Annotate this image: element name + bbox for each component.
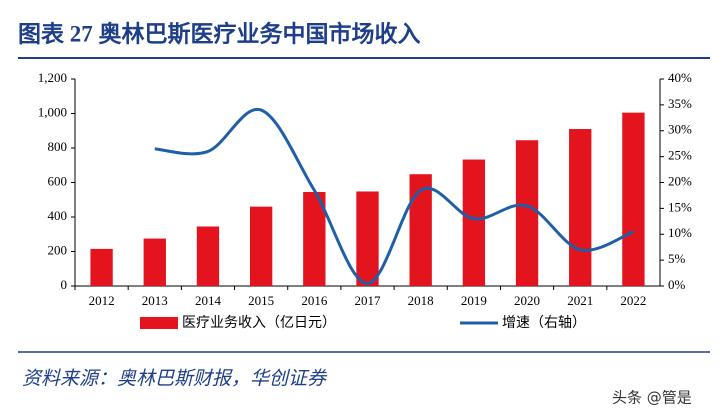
y2-tick-label: 30% — [668, 122, 692, 137]
y-tick-label: 600 — [48, 173, 68, 188]
x-tick-label: 2021 — [567, 293, 593, 308]
y2-tick-label: 5% — [668, 251, 686, 266]
bar — [249, 206, 273, 286]
x-tick-label: 2019 — [461, 293, 487, 308]
y-tick-label: 0 — [61, 277, 68, 292]
watermark: 头条 @管是 — [612, 389, 692, 407]
y-tick-label: 1,200 — [38, 70, 67, 85]
y-tick-label: 800 — [48, 139, 68, 154]
y2-tick-label: 15% — [668, 199, 692, 214]
y2-tick-label: 0% — [668, 277, 686, 292]
x-tick-label: 2020 — [514, 293, 540, 308]
x-tick-label: 2012 — [89, 293, 115, 308]
x-tick-label: 2017 — [355, 293, 382, 308]
legend-swatch — [140, 317, 178, 329]
x-tick-label: 2018 — [408, 293, 434, 308]
y2-tick-label: 40% — [668, 70, 692, 85]
bar — [90, 248, 113, 286]
bar — [143, 238, 166, 286]
bar — [569, 129, 592, 286]
x-tick-label: 2015 — [248, 293, 274, 308]
bar — [409, 174, 432, 286]
legend-label: 医疗业务收入（亿日元） — [182, 315, 336, 331]
line — [154, 107, 634, 285]
y-tick-label: 400 — [48, 208, 68, 223]
y-tick-label: 200 — [48, 242, 68, 257]
x-tick-label: 2014 — [195, 293, 222, 308]
y-tick-label: 1,000 — [38, 104, 67, 119]
source-note: 资料来源：奥林巴斯财报，华创证券 — [22, 367, 328, 389]
bar — [303, 191, 326, 286]
y2-tick-label: 35% — [668, 96, 692, 111]
bar — [622, 112, 645, 286]
y2-tick-label: 20% — [668, 173, 692, 188]
x-tick-label: 2016 — [301, 293, 328, 308]
bar — [462, 159, 486, 286]
y2-tick-label: 25% — [668, 148, 692, 163]
bar — [356, 191, 379, 286]
chart-title: 图表 27 奥林巴斯医疗业务中国市场收入 — [18, 20, 421, 46]
x-tick-label: 2013 — [142, 293, 168, 308]
legend-label: 增速（右轴） — [502, 315, 586, 331]
bar — [515, 140, 539, 286]
y2-tick-label: 10% — [668, 225, 692, 240]
x-tick-label: 2022 — [620, 293, 646, 308]
bar — [196, 226, 220, 286]
